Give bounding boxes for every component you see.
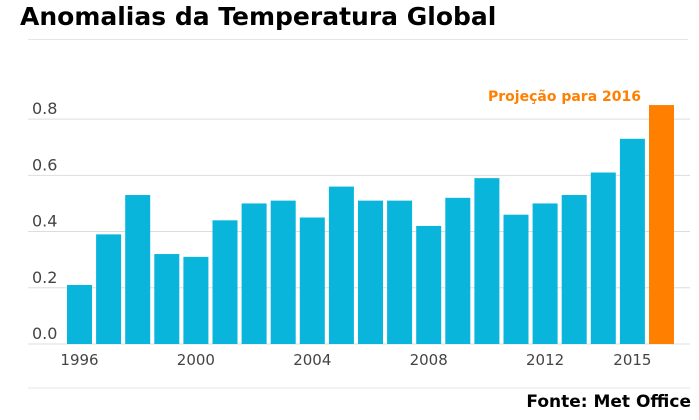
y-tick-label-0.6: 0.6 [32, 155, 57, 174]
bar-2006 [358, 200, 383, 344]
y-tick-label-0.4: 0.4 [32, 212, 57, 231]
bar-1997 [96, 234, 122, 344]
source-label: Fonte: Met Office [526, 392, 691, 412]
bar-2001 [212, 220, 238, 344]
bar-2014 [590, 172, 616, 344]
title-divider [28, 39, 688, 40]
bar-2005 [328, 186, 354, 344]
annotations: Projeção para 2016 [488, 89, 641, 105]
bar-2012 [532, 203, 558, 344]
y-tick-label-0.0: 0.0 [32, 324, 57, 343]
y-axis-ticks: 0.0 0.2 0.4 0.6 0.8 [32, 99, 57, 343]
bar-2016 [649, 105, 674, 344]
bar-2000 [183, 256, 209, 344]
bar-2009 [445, 197, 471, 344]
x-tick-label-2000: 2000 [177, 351, 215, 369]
bars [67, 105, 674, 344]
x-tick-label-2004: 2004 [293, 351, 331, 369]
bar-1996 [67, 284, 92, 344]
bar-2003 [270, 200, 296, 344]
x-tick-label-2015: 2015 [613, 351, 651, 369]
bar-2011 [503, 214, 529, 344]
bar-1999 [154, 254, 180, 344]
projection-annotation: Projeção para 2016 [488, 89, 641, 105]
bar-2010 [474, 178, 500, 344]
x-tick-label-2008: 2008 [410, 351, 448, 369]
x-tick-label-2012: 2012 [526, 351, 564, 369]
bar-2002 [241, 203, 267, 344]
y-tick-label-0.8: 0.8 [32, 99, 57, 118]
bar-2007 [387, 200, 413, 344]
bar-2013 [561, 195, 587, 344]
y-tick-label-0.2: 0.2 [32, 268, 57, 287]
x-axis-ticks: 1996 2000 2004 2008 2012 2015 [60, 351, 651, 369]
bar-1998 [125, 195, 151, 344]
chart-title: Anomalias da Temperatura Global [20, 2, 497, 31]
bar-2004 [299, 217, 325, 344]
x-tick-label-1996: 1996 [60, 351, 98, 369]
bar-2008 [416, 225, 442, 344]
bar-2015 [619, 138, 645, 344]
